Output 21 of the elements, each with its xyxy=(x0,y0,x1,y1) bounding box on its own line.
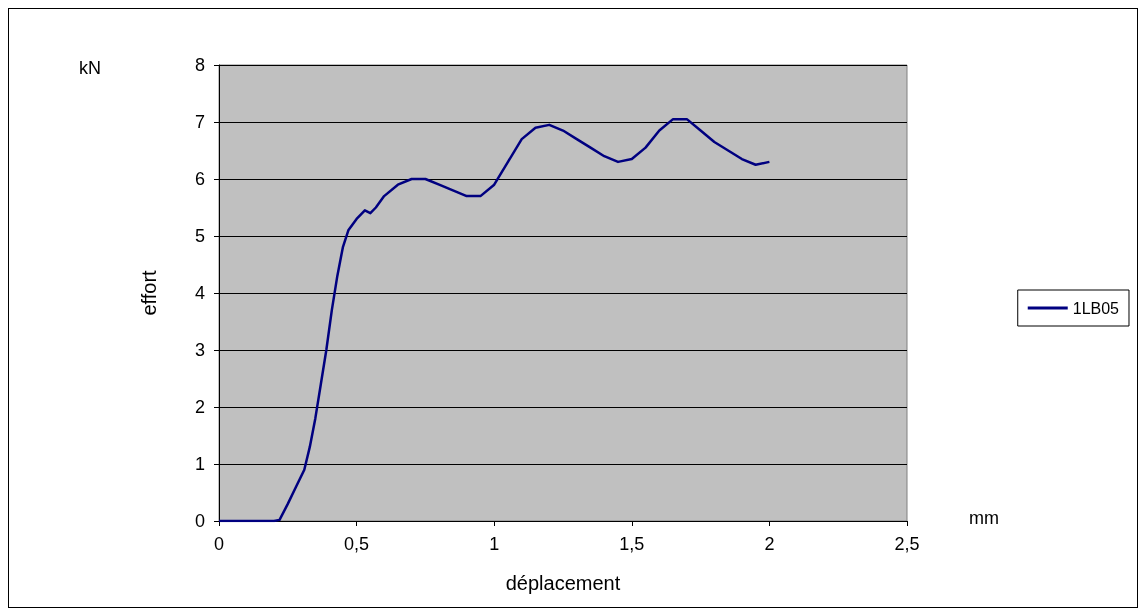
x-tick-label: 0 xyxy=(213,534,225,554)
text: kN xyxy=(79,58,101,78)
y-tick-label: 8 xyxy=(194,55,205,75)
y-tick-label: 5 xyxy=(194,226,205,246)
y-tick-label: 3 xyxy=(194,340,205,360)
x-axis-title: déplacement xyxy=(505,572,621,594)
x-tick-label: 2 xyxy=(764,534,775,554)
y-tick-label: 2 xyxy=(194,397,205,417)
x-tick-label: 1 xyxy=(489,534,500,554)
line-series xyxy=(217,117,771,523)
x-tick-label: 0,5 xyxy=(344,534,370,554)
y-tick-label: 4 xyxy=(194,283,205,303)
text: mm xyxy=(969,508,999,528)
y-axis-title: effort xyxy=(138,269,160,316)
x-tick-label: 1,5 xyxy=(619,534,645,554)
x-tick-label: 2,5 xyxy=(894,534,920,554)
y-tick-label: 1 xyxy=(194,454,205,474)
legend-label: 1LB05 xyxy=(1072,299,1120,317)
y-tick-label: 0 xyxy=(194,511,205,531)
y-tick-label: 6 xyxy=(194,169,205,189)
y-tick-label: 7 xyxy=(194,112,205,132)
